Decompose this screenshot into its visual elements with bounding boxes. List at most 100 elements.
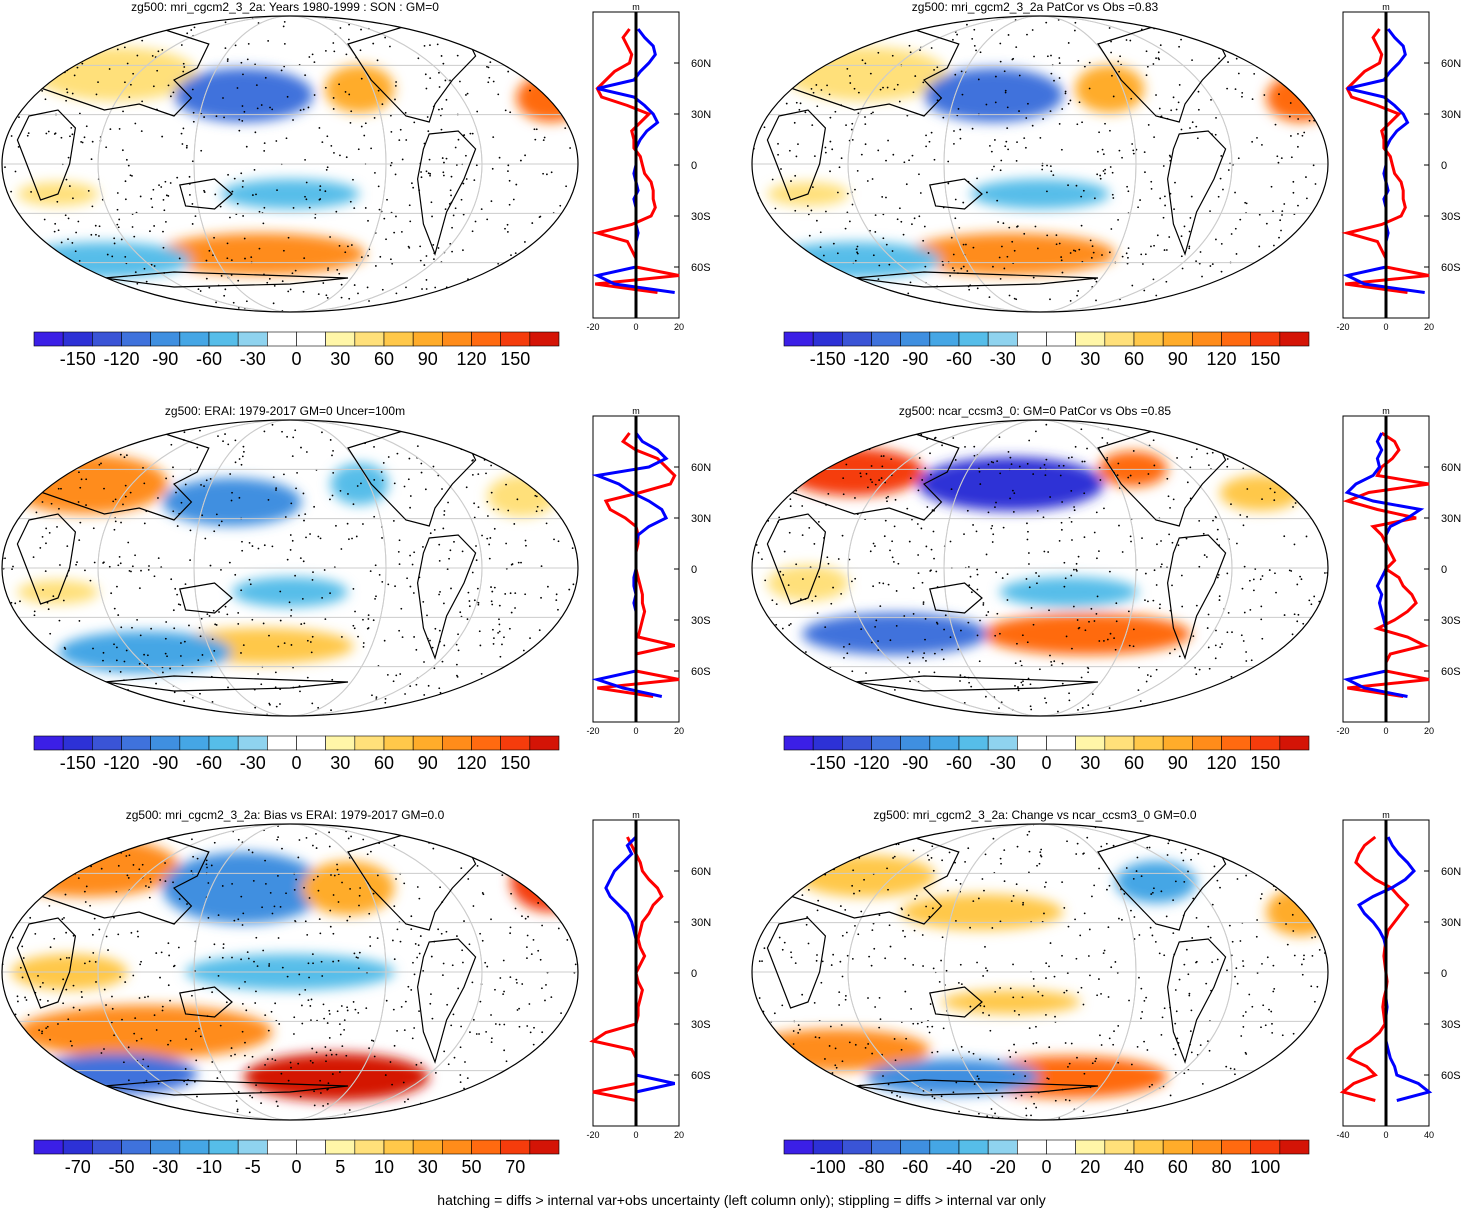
colorbar-swatch bbox=[958, 1139, 989, 1155]
colorbar-swatch bbox=[1221, 735, 1251, 751]
colorbar-label: 30 bbox=[330, 349, 351, 369]
colorbar-swatch bbox=[121, 735, 151, 751]
colorbar-swatch bbox=[929, 1139, 960, 1155]
anomaly-blob bbox=[796, 855, 936, 897]
anomaly-blob bbox=[970, 179, 1110, 209]
colorbar-swatch bbox=[62, 1139, 93, 1155]
colorbar-label: -150 bbox=[809, 753, 846, 773]
colorbar-swatch bbox=[1133, 331, 1164, 347]
colorbar-label: 80 bbox=[1211, 1157, 1232, 1177]
colorbar-swatch bbox=[296, 331, 326, 347]
colorbar-label: 20 bbox=[1080, 1157, 1101, 1177]
profile-unit: m bbox=[1382, 810, 1390, 820]
colorbar-label: 60 bbox=[373, 753, 395, 773]
colorbar-swatch bbox=[529, 331, 560, 347]
colorbar-label: 60 bbox=[373, 349, 395, 369]
profile-lat-label: 30S bbox=[691, 1019, 711, 1031]
colorbar-label: -60 bbox=[195, 753, 223, 773]
colorbar-swatch bbox=[62, 331, 93, 347]
continent-outline bbox=[766, 917, 827, 1009]
colorbar-swatch bbox=[812, 331, 843, 347]
profile-series-red bbox=[589, 836, 664, 1102]
profile-series-red bbox=[1341, 28, 1430, 294]
continent-outline bbox=[416, 534, 477, 660]
map bbox=[751, 15, 1329, 313]
profile-lat-label: 30N bbox=[1441, 917, 1461, 929]
colorbar-label: 100 bbox=[1250, 1157, 1281, 1177]
colorbar-swatch bbox=[1017, 331, 1047, 347]
colorbar-swatch bbox=[208, 1139, 239, 1155]
colorbar: -100 -80 -60 -40 -20 0 20 40 60 80 100 bbox=[783, 1139, 1313, 1184]
anomaly-blob bbox=[1115, 861, 1197, 903]
panel: zg500: mri_cgcm2_3_2a: Bias vs ERAI: 197… bbox=[0, 808, 740, 1208]
colorbar-label: -100 bbox=[809, 1157, 846, 1177]
continent-outline bbox=[1166, 534, 1227, 660]
anomaly-blob bbox=[324, 65, 395, 113]
anomaly-blob bbox=[767, 565, 849, 601]
colorbar-swatch bbox=[1075, 331, 1106, 347]
profile-series-blue bbox=[591, 432, 669, 698]
colorbar-label: -90 bbox=[902, 753, 929, 773]
colorbar-swatch bbox=[1221, 1139, 1251, 1155]
zonal-mean-profile: m -20 0 20 60N 30N 0 30S 60S bbox=[1336, 2, 1461, 332]
colorbar-label: 150 bbox=[1250, 753, 1281, 773]
anomaly-blob bbox=[243, 1053, 430, 1101]
colorbar-swatch bbox=[842, 735, 872, 751]
colorbar-swatch bbox=[1104, 331, 1135, 347]
panel-title: zg500: mri_cgcm2_3_2a PatCor vs Obs =0.8… bbox=[911, 0, 1159, 14]
colorbar-label: -150 bbox=[59, 349, 96, 369]
anomaly-blob bbox=[784, 47, 948, 101]
colorbar-label: 60 bbox=[1123, 349, 1145, 369]
colorbar-swatch bbox=[871, 1139, 901, 1155]
colorbar-swatch bbox=[1279, 331, 1310, 347]
colorbar-swatch bbox=[121, 1139, 151, 1155]
colorbar-swatch bbox=[33, 1139, 64, 1155]
colorbar-swatch bbox=[1250, 735, 1281, 751]
colorbar-swatch bbox=[1133, 1139, 1164, 1155]
colorbar-swatch bbox=[1104, 735, 1135, 751]
colorbar-swatch bbox=[783, 1139, 814, 1155]
profile-xtick-label: 0 bbox=[1383, 726, 1388, 736]
coastlines bbox=[766, 429, 1227, 692]
colorbar-label: 10 bbox=[373, 1157, 395, 1177]
colorbar-swatch bbox=[1279, 735, 1310, 751]
colorbar-label: 30 bbox=[1080, 349, 1101, 369]
profile-xtick-label: 0 bbox=[633, 1130, 638, 1140]
profile-lat-label: 60S bbox=[1441, 262, 1461, 274]
continent-outline bbox=[854, 675, 1099, 692]
colorbar-swatch bbox=[383, 331, 414, 347]
anomaly-blob bbox=[924, 68, 1064, 122]
colorbar-swatches bbox=[783, 1139, 1310, 1155]
colorbar-label: -70 bbox=[64, 1157, 91, 1177]
colorbar-label: -40 bbox=[945, 1157, 973, 1177]
colorbar-swatch bbox=[237, 1139, 268, 1155]
profile-lat-label: 60N bbox=[691, 462, 711, 474]
colorbar-swatch bbox=[900, 735, 931, 751]
colorbar-swatch bbox=[987, 331, 1018, 347]
colorbar-swatches bbox=[33, 1139, 560, 1155]
anomaly-blob bbox=[866, 1059, 1040, 1095]
colorbar-swatch bbox=[842, 1139, 872, 1155]
continent-outline bbox=[929, 178, 983, 210]
colorbar-label: 0 bbox=[291, 1157, 302, 1177]
continent-outline bbox=[766, 513, 827, 605]
profile-series-blue bbox=[1342, 432, 1425, 698]
colorbar-label: 30 bbox=[1080, 753, 1101, 773]
map bbox=[751, 823, 1329, 1121]
profile-lat-label: 60N bbox=[1441, 866, 1461, 878]
colorbar-swatches bbox=[33, 735, 560, 751]
colorbar-label: 90 bbox=[1167, 349, 1188, 369]
profile-xtick-label: 40 bbox=[1424, 1130, 1434, 1140]
continent-outline bbox=[416, 130, 477, 256]
colorbar-swatch bbox=[1192, 331, 1222, 347]
colorbar-swatch bbox=[383, 735, 414, 751]
zonal-mean-profile: m -20 0 20 60N 30N 0 30S 60S bbox=[586, 2, 711, 332]
colorbar-swatch bbox=[150, 1139, 181, 1155]
profile-xtick-label: 20 bbox=[674, 726, 684, 736]
colorbar-swatches bbox=[33, 331, 560, 347]
profile-lat-label: 30S bbox=[691, 615, 711, 627]
colorbar-swatch bbox=[1250, 331, 1281, 347]
profile-lat-label: 0 bbox=[1441, 564, 1447, 576]
colorbar-label: 120 bbox=[456, 349, 487, 369]
colorbar-swatch bbox=[1075, 735, 1106, 751]
